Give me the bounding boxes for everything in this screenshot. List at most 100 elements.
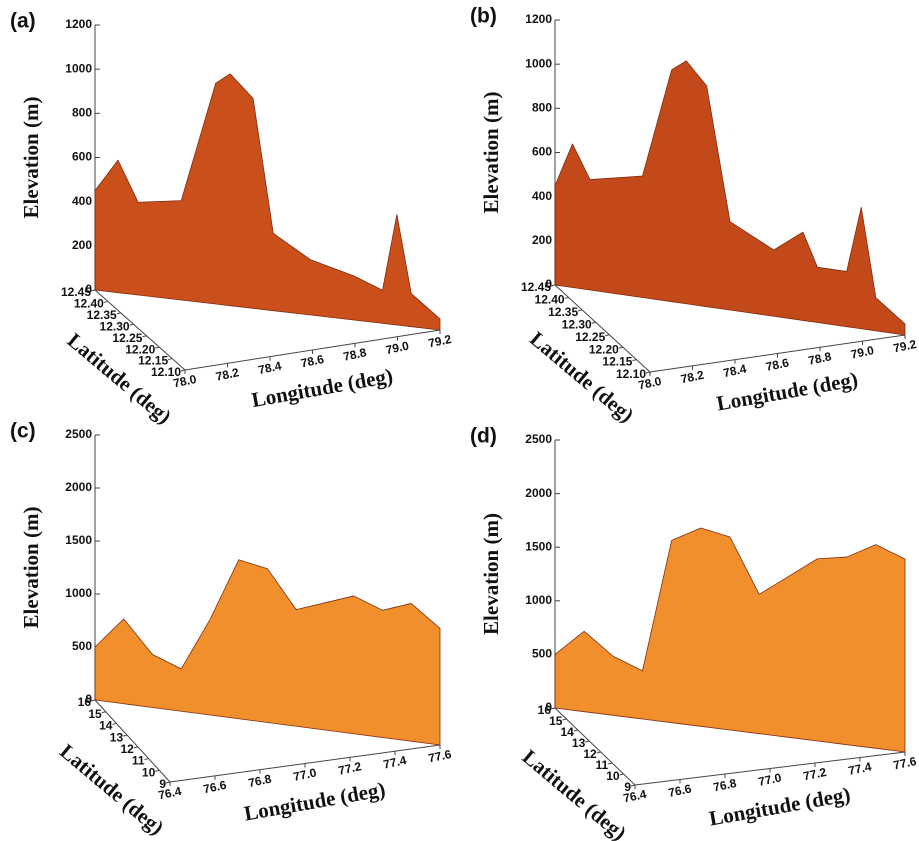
lat-tick-label: 11 — [132, 754, 145, 768]
lat-tick — [573, 729, 578, 732]
lon-tick-label: 78.2 — [214, 365, 240, 384]
lat-tick — [112, 722, 117, 725]
lon-tick-label: 79.2 — [427, 332, 453, 351]
lat-tick-label: 12.30 — [100, 319, 130, 333]
z-tick-label: 0 — [85, 282, 92, 296]
z-tick-label: 0 — [545, 277, 552, 291]
lat-tick-label: 12.40 — [74, 297, 104, 311]
lon-tick-label: 78.4 — [257, 359, 283, 378]
lat-tick — [596, 751, 601, 754]
z-tick-label: 1500 — [65, 533, 92, 547]
lat-tick-label: 15 — [549, 714, 563, 728]
lon-tick-label: 76.6 — [202, 778, 228, 797]
surface — [94, 73, 441, 331]
lat-axis-title: Latitude (deg) — [518, 745, 631, 841]
lat-tick-label: 12.45 — [61, 285, 91, 299]
lat-tick-label: 16 — [538, 703, 552, 717]
lat-tick-label: 12.10 — [616, 367, 646, 381]
lat-tick-label: 11 — [595, 758, 608, 772]
z-tick-label: 800 — [72, 106, 92, 120]
z-tick-label: 400 — [532, 189, 552, 203]
lat-tick-label: 12.20 — [589, 342, 619, 356]
z-tick-label: 1200 — [65, 17, 92, 31]
panel-label: (d) — [470, 425, 497, 448]
z-tick-label: 1500 — [525, 539, 552, 553]
lat-tick — [155, 769, 160, 772]
lat-tick-label: 12.30 — [562, 317, 592, 331]
lat-tick — [90, 289, 96, 292]
lat-tick — [144, 758, 149, 761]
z-axis-title: Elevation (m) — [479, 513, 503, 635]
lat-tick — [90, 699, 96, 702]
panel-label: (c) — [10, 420, 36, 443]
lat-tick — [155, 346, 160, 349]
lat-tick-label: 16 — [78, 695, 92, 709]
lon-tick-label: 76.8 — [712, 776, 738, 795]
z-tick-label: 0 — [545, 700, 552, 714]
lat-tick-label: 12.40 — [535, 293, 565, 307]
lat-tick-label: 12.25 — [575, 330, 605, 344]
lat-tick — [585, 740, 590, 743]
lon-tick-label: 77.6 — [427, 747, 453, 766]
lat-axis-title: Latitude (deg) — [55, 739, 168, 840]
z-tick-label: 200 — [532, 233, 552, 247]
lon-tick-label: 78.2 — [679, 368, 705, 387]
z-axis-title: Elevation (m) — [479, 92, 503, 214]
surface — [554, 527, 906, 753]
lat-tick — [630, 784, 636, 787]
lat-tick — [142, 335, 147, 338]
z-tick-label: 600 — [72, 150, 92, 164]
lat-tick-label: 10 — [606, 769, 620, 783]
lat-tick-label: 12 — [583, 747, 597, 761]
z-tick-label: 500 — [532, 647, 552, 661]
lat-tick-label: 12 — [120, 742, 134, 756]
lat-tick — [550, 284, 556, 287]
lon-tick-label: 76.8 — [247, 772, 273, 791]
lon-tick-label: 77.6 — [892, 754, 918, 773]
z-axis-title: Elevation (m) — [19, 507, 43, 629]
lon-tick-label: 77.2 — [337, 759, 363, 778]
lat-axis — [94, 289, 186, 371]
z-tick-label: 800 — [532, 101, 552, 115]
lat-axis — [554, 284, 651, 373]
lat-tick — [550, 707, 556, 710]
lat-tick — [129, 323, 134, 326]
lon-tick-label: 78.6 — [299, 352, 325, 371]
lat-tick-label: 10 — [142, 765, 156, 779]
lon-tick-label: 79.2 — [892, 337, 918, 356]
lat-tick — [180, 369, 186, 372]
z-tick-label: 1000 — [525, 56, 552, 70]
lon-tick-label: 77.0 — [292, 765, 318, 784]
z-axis-title: Elevation (m) — [19, 97, 43, 219]
lat-tick-label: 9 — [159, 777, 166, 791]
z-tick-label: 0 — [85, 692, 92, 706]
lat-tick — [123, 734, 128, 737]
lat-tick-label: 14 — [99, 719, 113, 733]
lat-tick — [103, 300, 108, 303]
lat-tick-label: 12.10 — [151, 365, 181, 379]
z-tick-label: 1000 — [65, 61, 92, 75]
z-tick-label: 400 — [72, 194, 92, 208]
lat-tick — [564, 296, 569, 299]
lat-tick — [632, 359, 637, 362]
surface — [94, 559, 441, 746]
z-tick-label: 500 — [72, 639, 92, 653]
z-tick-label: 2000 — [65, 480, 92, 494]
lat-tick-label: 12.20 — [125, 342, 155, 356]
lon-tick-label: 78.4 — [722, 362, 748, 381]
lon-tick-label: 78.8 — [807, 349, 833, 368]
lon-tick-label: 78.0 — [172, 372, 198, 391]
lat-axis — [94, 699, 171, 783]
lat-tick — [605, 334, 610, 337]
lon-tick-label: 79.0 — [849, 343, 875, 362]
lat-tick — [645, 371, 651, 374]
surface — [554, 60, 906, 336]
lat-tick — [116, 312, 121, 315]
lat-tick — [619, 773, 624, 776]
lat-tick — [618, 346, 623, 349]
lat-tick — [165, 781, 171, 784]
lon-tick-label: 78.8 — [342, 345, 368, 364]
z-tick-label: 200 — [72, 238, 92, 252]
lat-tick — [168, 358, 173, 361]
lat-tick — [101, 711, 106, 714]
